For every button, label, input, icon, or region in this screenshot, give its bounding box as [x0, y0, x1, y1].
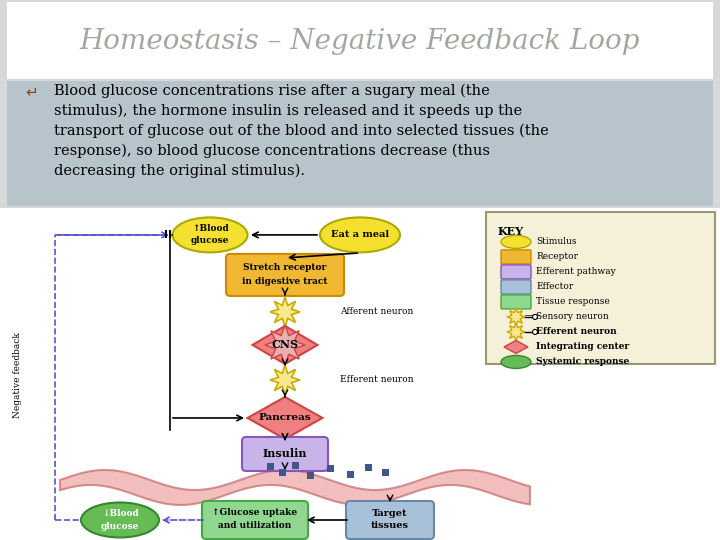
- Text: ↓Blood: ↓Blood: [102, 509, 138, 517]
- Polygon shape: [60, 470, 530, 505]
- Text: ↑Blood: ↑Blood: [192, 225, 228, 233]
- Text: Tissue response: Tissue response: [536, 298, 610, 306]
- Text: Effector: Effector: [536, 282, 573, 292]
- Text: Integrating center: Integrating center: [536, 342, 629, 352]
- Bar: [364, 464, 372, 471]
- Bar: [279, 469, 286, 476]
- Bar: [326, 465, 333, 472]
- Text: tissues: tissues: [371, 522, 409, 530]
- FancyBboxPatch shape: [202, 501, 308, 539]
- Text: ↑Glucose uptake: ↑Glucose uptake: [212, 509, 297, 517]
- Polygon shape: [504, 340, 528, 354]
- FancyBboxPatch shape: [501, 250, 531, 264]
- Text: Efferent pathway: Efferent pathway: [536, 267, 616, 276]
- Text: Stretch receptor: Stretch receptor: [243, 264, 327, 272]
- FancyBboxPatch shape: [7, 81, 713, 206]
- Text: Negative feedback: Negative feedback: [14, 332, 22, 418]
- Text: Afferent neuron: Afferent neuron: [340, 307, 413, 316]
- Text: ↵: ↵: [25, 84, 38, 99]
- Text: II: II: [164, 230, 172, 240]
- FancyBboxPatch shape: [501, 265, 531, 279]
- Circle shape: [533, 314, 538, 320]
- Text: Receptor: Receptor: [536, 252, 578, 261]
- Bar: [266, 463, 274, 470]
- Text: Target: Target: [372, 510, 408, 518]
- Ellipse shape: [501, 355, 531, 368]
- Ellipse shape: [501, 235, 531, 248]
- FancyBboxPatch shape: [7, 2, 713, 79]
- Text: Pancreas: Pancreas: [258, 414, 311, 422]
- Text: and utilization: and utilization: [218, 522, 292, 530]
- Polygon shape: [507, 308, 525, 326]
- Text: CNS: CNS: [271, 340, 299, 350]
- Bar: [307, 472, 313, 480]
- Polygon shape: [248, 397, 323, 439]
- Text: Efferent neuron: Efferent neuron: [536, 327, 616, 336]
- Bar: [346, 471, 354, 478]
- Text: Eat a meal: Eat a meal: [331, 231, 389, 239]
- Text: Insulin: Insulin: [263, 449, 307, 460]
- Text: Blood glucose concentrations rise after a sugary meal (the
stimulus), the hormon: Blood glucose concentrations rise after …: [54, 83, 549, 178]
- Text: Homeostasis – Negative Feedback Loop: Homeostasis – Negative Feedback Loop: [80, 28, 640, 55]
- Polygon shape: [270, 365, 300, 395]
- Ellipse shape: [81, 503, 159, 537]
- Polygon shape: [507, 323, 525, 341]
- Ellipse shape: [173, 218, 248, 252]
- Text: glucose: glucose: [191, 237, 229, 245]
- Bar: [292, 462, 299, 469]
- Polygon shape: [253, 326, 318, 364]
- FancyBboxPatch shape: [242, 437, 328, 471]
- Text: KEY: KEY: [498, 226, 524, 237]
- FancyBboxPatch shape: [486, 212, 715, 364]
- FancyBboxPatch shape: [346, 501, 434, 539]
- Bar: [382, 469, 389, 476]
- Text: Efferent neuron: Efferent neuron: [340, 375, 413, 384]
- Circle shape: [533, 329, 538, 334]
- Ellipse shape: [320, 218, 400, 252]
- Text: Stimulus: Stimulus: [536, 238, 577, 246]
- Polygon shape: [265, 325, 305, 365]
- Polygon shape: [270, 297, 300, 327]
- FancyBboxPatch shape: [501, 295, 531, 309]
- FancyBboxPatch shape: [0, 208, 720, 540]
- Text: Sensory neuron: Sensory neuron: [536, 313, 608, 321]
- FancyBboxPatch shape: [226, 254, 344, 296]
- Text: Systemic response: Systemic response: [536, 357, 629, 367]
- FancyBboxPatch shape: [501, 280, 531, 294]
- Text: glucose: glucose: [101, 523, 139, 531]
- Text: in digestive tract: in digestive tract: [242, 278, 328, 286]
